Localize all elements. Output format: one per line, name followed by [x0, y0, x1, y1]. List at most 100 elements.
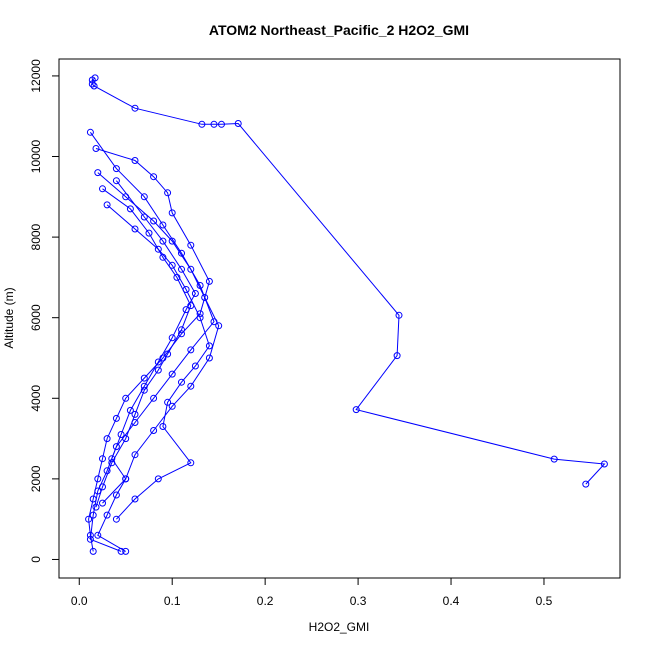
data-point	[112, 443, 120, 451]
data-point	[126, 406, 134, 414]
data-series	[99, 177, 199, 507]
data-point	[198, 120, 206, 128]
data-point	[164, 398, 172, 406]
chart-title: ATOM2 Northeast_Pacific_2 H2O2_GMI	[209, 22, 469, 38]
data-point	[178, 265, 185, 273]
x-tick-label: 0.5	[536, 594, 553, 608]
data-point	[168, 261, 176, 269]
data-point	[126, 205, 134, 213]
data-point	[191, 290, 199, 297]
series-line	[106, 204, 210, 520]
data-point	[600, 460, 608, 468]
y-tick-label: 10000	[29, 140, 43, 174]
data-point	[150, 394, 158, 402]
data-point	[187, 241, 195, 249]
data-point	[215, 322, 223, 330]
x-tick-label: 0.3	[350, 594, 367, 608]
data-point	[92, 503, 100, 511]
data-point	[86, 128, 94, 136]
data-point	[178, 249, 185, 257]
data-point	[112, 515, 120, 523]
series-line	[95, 188, 192, 508]
data-point	[131, 225, 139, 233]
data-point	[352, 406, 360, 414]
y-tick-label: 4000	[29, 385, 43, 412]
data-point	[99, 185, 106, 193]
data-point	[85, 515, 93, 523]
data-point	[117, 431, 125, 438]
data-point	[187, 346, 195, 354]
data-point	[205, 342, 213, 350]
data-point	[131, 451, 139, 459]
y-tick-label: 2000	[29, 465, 43, 492]
y-tick-label: 12000	[29, 59, 43, 93]
data-point	[205, 277, 213, 285]
data-point	[159, 423, 167, 430]
data-point	[168, 402, 176, 410]
data-point	[150, 217, 158, 225]
data-point	[168, 334, 176, 342]
y-axis-label: Altitude (m)	[2, 287, 16, 348]
data-point	[178, 378, 185, 386]
data-point	[122, 475, 130, 483]
x-tick-label: 0.4	[443, 594, 460, 608]
data-point	[187, 382, 195, 390]
data-point	[196, 314, 204, 322]
data-series	[103, 201, 213, 523]
data-point	[131, 157, 139, 164]
y-tick-label: 0	[29, 556, 43, 563]
y-tick-label: 6000	[29, 304, 43, 331]
data-point	[94, 531, 102, 539]
data-point	[393, 352, 401, 360]
data-point	[182, 286, 190, 293]
data-point	[150, 173, 158, 181]
data-point	[89, 547, 97, 555]
data-point	[154, 475, 162, 483]
y-tick-label: 8000	[29, 223, 43, 250]
data-point	[201, 294, 209, 301]
x-tick-label: 0.1	[164, 594, 181, 608]
data-point	[187, 265, 195, 273]
data-point	[99, 455, 106, 463]
data-point	[103, 435, 111, 443]
data-point	[112, 491, 120, 499]
data-point	[122, 435, 130, 443]
data-point	[112, 414, 120, 422]
data-point	[94, 475, 102, 483]
data-point	[395, 311, 403, 319]
data-point	[191, 362, 199, 370]
data-point	[154, 245, 162, 253]
data-series	[94, 169, 223, 555]
data-point	[99, 499, 106, 507]
data-point	[140, 193, 148, 201]
x-axis: 0.0 0.1 0.2 0.3 0.4 0.5	[71, 577, 553, 608]
data-point	[582, 480, 590, 488]
data-point	[154, 358, 162, 366]
data-point	[89, 511, 97, 519]
data-point	[103, 511, 111, 519]
data-point	[159, 354, 167, 362]
series-layer	[85, 74, 608, 555]
data-point	[131, 495, 139, 503]
data-point	[168, 370, 176, 378]
data-point	[86, 535, 94, 543]
x-tick-label: 0.0	[71, 594, 88, 608]
data-point	[205, 354, 213, 362]
data-point	[108, 455, 116, 463]
series-line	[91, 77, 606, 485]
data-point	[140, 213, 148, 221]
data-point	[159, 237, 167, 245]
data-point	[94, 169, 102, 177]
data-point	[187, 459, 195, 467]
data-point	[112, 165, 120, 173]
data-point	[550, 455, 558, 463]
data-point	[90, 82, 98, 90]
series-line	[89, 132, 215, 552]
data-series	[88, 74, 608, 488]
x-tick-label: 0.2	[257, 594, 274, 608]
data-point	[103, 201, 111, 209]
data-point	[92, 145, 100, 152]
